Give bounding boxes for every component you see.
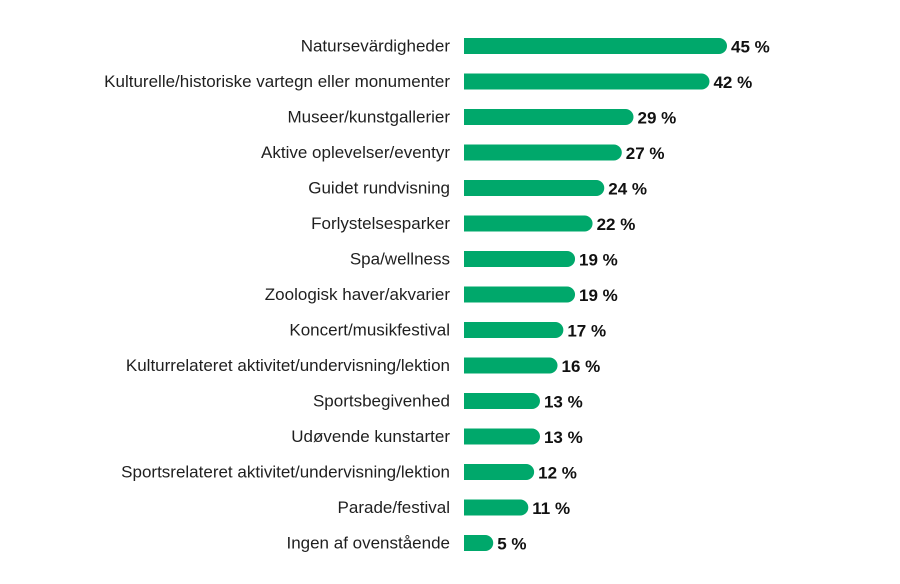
bar — [464, 286, 576, 303]
category-label: Spa/wellness — [350, 250, 450, 269]
bar — [464, 393, 540, 409]
value-label: 16 % — [562, 357, 601, 376]
category-label: Parade/festival — [338, 498, 450, 517]
value-label: 29 % — [637, 109, 676, 128]
category-label: Udøvende kunstarter — [291, 427, 450, 446]
bar — [464, 428, 540, 445]
value-label: 5 % — [497, 535, 526, 554]
value-label: 45 % — [731, 38, 770, 57]
bar — [464, 499, 529, 516]
bar — [464, 251, 576, 267]
value-label: 27 % — [626, 144, 665, 163]
value-label: 13 % — [544, 428, 583, 447]
bar — [464, 38, 727, 54]
bar — [464, 109, 634, 125]
category-label: Aktive oplevelser/eventyr — [261, 143, 450, 162]
bar — [464, 535, 494, 551]
category-label: Ingen af ovenstående — [286, 534, 450, 553]
bar — [464, 357, 558, 374]
category-label: Kulturelle/historiske vartegn eller monu… — [104, 72, 450, 91]
value-label: 22 % — [597, 215, 636, 234]
category-label: Koncert/musikfestival — [289, 321, 450, 340]
value-label: 11 % — [532, 499, 570, 518]
category-label: Kulturrelateret aktivitet/undervisning/l… — [126, 356, 450, 375]
value-label: 24 % — [608, 180, 647, 199]
category-label: Guidet rundvisning — [308, 179, 450, 198]
value-label: 17 % — [567, 322, 606, 341]
category-label: Sportsrelateret aktivitet/undervisning/l… — [121, 463, 450, 482]
bar — [464, 322, 564, 338]
category-label: Forlystelsesparker — [311, 214, 450, 233]
bar — [464, 180, 605, 196]
category-label: Natursevärdigheder — [301, 37, 451, 56]
value-label: 12 % — [538, 464, 577, 483]
category-label: Sportsbegivenhed — [313, 392, 450, 411]
category-label: Zoologisk haver/akvarier — [265, 285, 451, 304]
bar — [464, 144, 622, 161]
value-label: 19 % — [579, 251, 618, 270]
value-label: 19 % — [579, 286, 618, 305]
bar — [464, 73, 710, 90]
bar — [464, 464, 535, 480]
bar — [464, 215, 593, 232]
category-label: Museer/kunstgallerier — [287, 108, 450, 127]
value-label: 13 % — [544, 393, 583, 412]
value-label: 42 % — [713, 73, 752, 92]
